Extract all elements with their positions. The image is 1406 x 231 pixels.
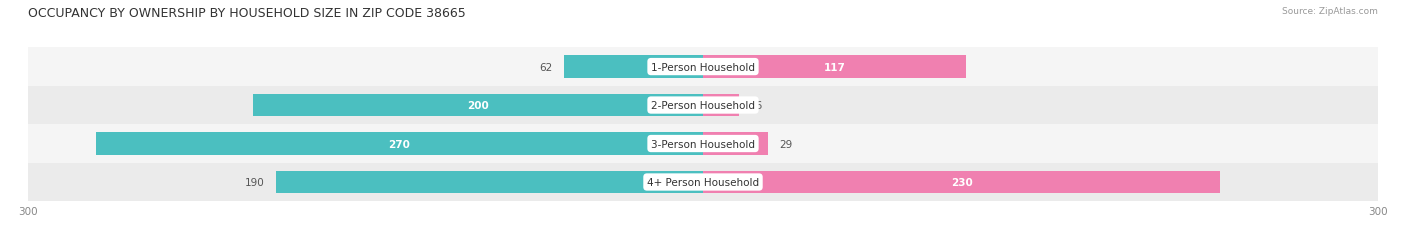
Bar: [703, 133, 768, 155]
Text: 3-Person Household: 3-Person Household: [651, 139, 755, 149]
Bar: [703, 171, 1220, 193]
Bar: [28, 48, 1378, 86]
Text: 4+ Person Household: 4+ Person Household: [647, 177, 759, 187]
Text: 1-Person Household: 1-Person Household: [651, 62, 755, 72]
Text: Source: ZipAtlas.com: Source: ZipAtlas.com: [1282, 7, 1378, 16]
Text: 62: 62: [538, 62, 553, 72]
Bar: [28, 125, 1378, 163]
Text: 190: 190: [245, 177, 264, 187]
Text: 2-Person Household: 2-Person Household: [651, 101, 755, 111]
Bar: [703, 56, 966, 78]
Bar: [703, 94, 740, 117]
Text: 270: 270: [388, 139, 411, 149]
Bar: [564, 56, 703, 78]
Text: 29: 29: [779, 139, 793, 149]
Bar: [276, 171, 703, 193]
Bar: [253, 94, 703, 117]
Bar: [28, 86, 1378, 125]
Text: 16: 16: [751, 101, 763, 111]
Text: 200: 200: [467, 101, 489, 111]
Text: 230: 230: [950, 177, 973, 187]
Text: OCCUPANCY BY OWNERSHIP BY HOUSEHOLD SIZE IN ZIP CODE 38665: OCCUPANCY BY OWNERSHIP BY HOUSEHOLD SIZE…: [28, 7, 465, 20]
Bar: [28, 163, 1378, 201]
Text: 117: 117: [824, 62, 845, 72]
Bar: [96, 133, 703, 155]
